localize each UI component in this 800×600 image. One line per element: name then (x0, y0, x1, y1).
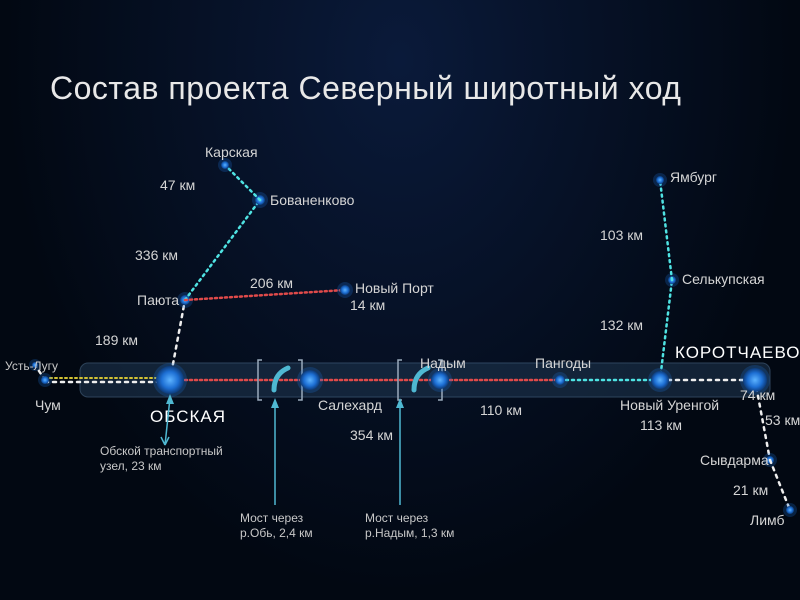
node-nadym (431, 371, 449, 389)
callout-nadym_bridge-1: Мост через (365, 511, 429, 525)
dist-label: 110 км (480, 402, 522, 418)
label-salekhard: Салехард (318, 397, 382, 413)
dist-pauta-np1: 206 км (250, 275, 293, 291)
callout-ob_bridge-2: р.Обь, 2,4 км (240, 526, 313, 540)
dist-bov-karskaya: 47 км (160, 177, 195, 193)
label-ust-lugu: Усть-Лугу (5, 359, 58, 373)
dist-selk-yamb: 103 км (600, 227, 643, 243)
dist-label: 74 км (740, 387, 775, 403)
node-karskaya (221, 161, 229, 169)
label-bovanenkovo: Бованенково (270, 192, 355, 208)
route-diagram: Усть-Лугу 189 км Паюта 336 км Бованенково 47 … (0, 0, 800, 600)
callout-nadym_bridge-2: р.Надым, 1,3 км (365, 526, 454, 540)
label-pangody: Пангоды (535, 355, 591, 371)
callout-ob_bridge-1: Мост через (240, 511, 304, 525)
label-korotchaevo: КОРОТЧАЕВО (675, 343, 800, 362)
label-limb: Лимб (750, 512, 785, 528)
dist-syv-limb: 21 км (733, 482, 768, 498)
obskaya-note-1: Обской транспортный (100, 444, 223, 458)
label-novy-port: Новый Порт (355, 280, 434, 296)
dist-nu-selk: 132 км (600, 317, 643, 333)
label-obskaya: ОБСКАЯ (150, 407, 226, 426)
node-pangody (555, 375, 565, 385)
node-n_urengoy (651, 371, 669, 389)
dist-label: 113 км (640, 417, 682, 433)
label-karskaya: Карская (205, 144, 258, 160)
label-pauta: Паюта (137, 292, 179, 308)
label-n_urengoy: Новый Уренгой (620, 397, 719, 413)
node-chum (41, 376, 49, 384)
label-selkupskaya: Селькупская (682, 271, 765, 287)
label-chum: Чум (35, 397, 61, 413)
node-yamburg (656, 176, 664, 184)
dist-kor-syv: 53 км (765, 412, 800, 428)
dist-pauta-bov: 336 км (135, 247, 178, 263)
node-obskaya (156, 366, 184, 394)
label-yamburg: Ямбург (670, 169, 717, 185)
dist-obskaya-pauta: 189 км (95, 332, 138, 348)
node-limb (786, 506, 794, 514)
label-nadym: Надым (420, 355, 466, 371)
label-syvdarma: Сывдарма (700, 452, 769, 468)
node-salekhard (300, 370, 320, 390)
dist-np-2: 14 км (350, 297, 385, 313)
obskaya-note-2: узел, 23 км (100, 459, 162, 473)
node-novy-port (340, 285, 350, 295)
dist-label: 354 км (350, 427, 393, 443)
